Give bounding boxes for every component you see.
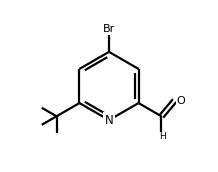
Text: N: N — [105, 114, 113, 127]
Text: H: H — [159, 132, 166, 142]
Text: Br: Br — [103, 24, 115, 34]
Text: O: O — [176, 96, 185, 106]
